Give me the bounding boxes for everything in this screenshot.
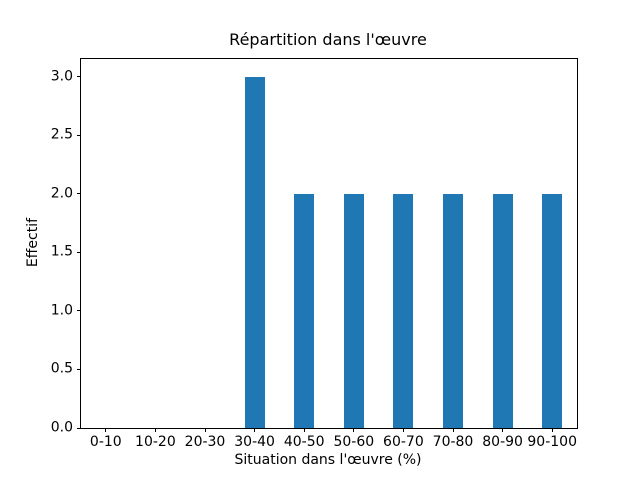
- x-axis-label: Situation dans l'œuvre (%): [234, 452, 422, 468]
- plot-area: 0-10 10-20 20-30 30-40 40-50 50-60 60-70 70-80 8…: [51, 58, 578, 450]
- chart-title: Répartition dans l'œuvre: [229, 30, 427, 49]
- x-tick-label: 10-20: [135, 434, 176, 450]
- y-axis-label-container: Effectif: [24, 58, 42, 427]
- x-tick-label: 30-40: [234, 434, 275, 450]
- x-tick-label: 40-50: [283, 434, 325, 450]
- y-tick-label: 2.0: [50, 185, 73, 202]
- x-tick-mark: [551, 428, 553, 432]
- y-tick-mark: [77, 134, 81, 136]
- y-tick-mark: [77, 251, 81, 253]
- x-tick-mark: [452, 428, 454, 432]
- x-tick-mark: [204, 428, 206, 432]
- bar-40-50: [294, 193, 315, 428]
- bar-80-90: [492, 193, 513, 428]
- x-tick-mark: [254, 428, 256, 432]
- bar-60-70: [393, 193, 414, 428]
- bar-50-60: [343, 193, 364, 428]
- y-tick-label: 1.0: [50, 302, 73, 319]
- x-tick-label: 0-10: [89, 434, 122, 450]
- x-tick-label: 20-30: [184, 434, 226, 450]
- y-tick-mark: [77, 76, 81, 78]
- x-tick-label: 80-90: [482, 434, 523, 450]
- x-tick-label: 70-80: [432, 434, 474, 450]
- bar-30-40: [244, 76, 265, 428]
- x-tick-mark: [502, 428, 504, 432]
- bar-90-100: [542, 193, 563, 428]
- x-tick-label: 50-60: [333, 434, 375, 450]
- x-tick-mark: [303, 428, 305, 432]
- y-tick-label: 3.0: [50, 68, 73, 85]
- x-tick-mark: [105, 428, 107, 432]
- x-tick-mark: [402, 428, 404, 432]
- y-tick-mark: [77, 368, 81, 370]
- y-tick-mark: [77, 427, 81, 429]
- x-tick-mark: [154, 428, 156, 432]
- x-tick-label: 90-100: [527, 434, 577, 450]
- y-axis-label: Effectif: [25, 217, 41, 268]
- x-tick-mark: [353, 428, 355, 432]
- y-tick-label: 1.5: [50, 243, 73, 260]
- y-tick-label: 2.5: [50, 126, 73, 143]
- y-tick-mark: [77, 310, 81, 312]
- y-tick-label: 0.0: [50, 419, 73, 436]
- y-tick-label: 0.5: [50, 360, 73, 377]
- y-tick-mark: [77, 193, 81, 195]
- bar-70-80: [443, 193, 463, 428]
- x-tick-label: 60-70: [383, 434, 424, 450]
